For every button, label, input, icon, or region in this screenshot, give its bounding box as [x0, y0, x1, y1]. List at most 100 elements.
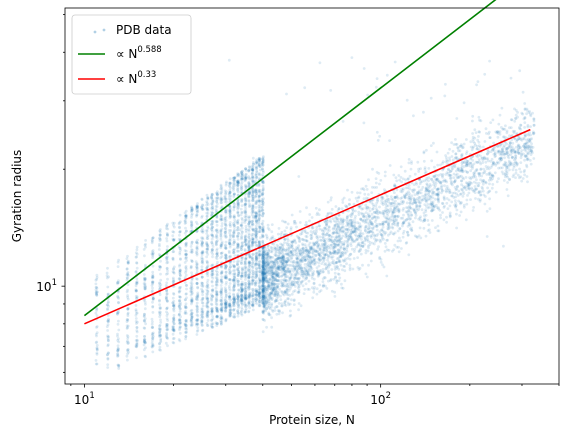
scatter-point	[184, 267, 188, 271]
scatter-point	[116, 322, 120, 326]
scatter-point	[383, 242, 387, 245]
scatter-point	[243, 240, 247, 244]
scatter-point	[315, 292, 319, 296]
scatter-point	[165, 325, 168, 329]
scatter-point	[282, 293, 286, 297]
scatter-point	[244, 230, 248, 234]
scatter-point	[184, 265, 188, 268]
scatter-point	[232, 181, 236, 185]
scatter-point	[206, 283, 209, 287]
scatter-point	[210, 324, 213, 328]
scatter-point	[171, 320, 175, 324]
scatter-point	[95, 340, 99, 344]
scatter-point	[240, 204, 244, 208]
scatter-point	[183, 261, 187, 264]
scatter-point	[210, 310, 214, 314]
scatter-point	[254, 179, 258, 183]
scatter-point	[311, 271, 314, 275]
scatter-point	[143, 341, 147, 345]
scatter-point	[244, 176, 247, 179]
scatter-point	[171, 258, 175, 262]
scatter-point	[95, 276, 99, 279]
scatter-point	[205, 247, 209, 251]
scatter-point	[357, 210, 361, 214]
scatter-point	[228, 272, 232, 276]
scatter-point	[378, 255, 382, 259]
scatter-point	[206, 305, 210, 309]
scatter-point	[476, 161, 479, 164]
scatter-point	[201, 293, 205, 297]
scatter-point	[189, 230, 193, 233]
scatter-point	[224, 288, 227, 292]
scatter-point	[261, 228, 265, 232]
scatter-point	[257, 266, 261, 269]
scatter-point	[159, 306, 163, 310]
scatter-point	[165, 257, 169, 261]
scatter-point	[190, 315, 194, 318]
scatter-point	[189, 309, 193, 313]
scatter-point	[184, 213, 188, 217]
scatter-point	[166, 222, 169, 226]
scatter-point	[126, 349, 129, 352]
scatter-point	[297, 308, 300, 312]
scatter-point	[206, 310, 210, 314]
scatter-point	[151, 264, 155, 268]
scatter-point	[206, 285, 209, 288]
scatter-point	[172, 309, 176, 313]
scatter-point	[290, 298, 293, 302]
scatter-point	[220, 218, 224, 222]
scatter-point	[210, 240, 214, 244]
scatter-point	[225, 280, 228, 284]
scatter-point	[185, 259, 189, 262]
scatter-point	[211, 294, 215, 298]
scatter-point	[422, 226, 426, 230]
scatter-point	[172, 316, 176, 320]
scatter-point	[106, 335, 110, 339]
scatter-point	[254, 194, 257, 198]
scatter-point	[220, 224, 224, 228]
scatter-point	[321, 270, 325, 273]
scatter-point	[165, 227, 168, 230]
scatter-point	[126, 259, 130, 263]
scatter-point	[165, 331, 169, 335]
scatter-point	[200, 206, 204, 209]
scatter-point	[397, 174, 401, 177]
scatter-point	[135, 311, 139, 315]
scatter-point	[172, 223, 175, 227]
scatter-point	[210, 268, 214, 272]
scatter-point	[206, 278, 210, 282]
scatter-point	[125, 334, 129, 337]
scatter-point	[224, 240, 228, 244]
scatter-point	[158, 236, 162, 240]
scatter-point	[106, 329, 109, 332]
scatter-point	[116, 348, 119, 352]
scatter-point	[165, 299, 169, 302]
scatter-point	[179, 220, 182, 224]
scatter-point	[190, 240, 194, 244]
scatter-point	[144, 263, 147, 267]
scatter-point	[95, 331, 99, 334]
scatter-point	[470, 186, 473, 190]
scatter-point	[261, 214, 265, 218]
scatter-point	[257, 163, 261, 166]
scatter-point	[171, 332, 175, 336]
scatter-point	[165, 272, 168, 276]
scatter-point	[329, 198, 333, 202]
scatter-point	[195, 277, 198, 280]
scatter-point	[231, 278, 235, 282]
scatter-point	[190, 315, 194, 319]
scatter-point	[229, 194, 233, 198]
scatter-point	[172, 329, 176, 333]
scatter-point	[117, 319, 120, 323]
scatter-point	[210, 319, 214, 322]
scatter-point	[237, 272, 241, 276]
scatter-point	[190, 210, 193, 214]
scatter-point	[135, 280, 139, 284]
scatter-point	[529, 162, 533, 166]
scatter-point	[171, 250, 175, 254]
scatter-point	[448, 147, 451, 151]
scatter-point	[407, 158, 411, 161]
scatter-point	[392, 248, 396, 252]
scatter-point	[151, 282, 155, 286]
scatter-point	[116, 349, 120, 353]
